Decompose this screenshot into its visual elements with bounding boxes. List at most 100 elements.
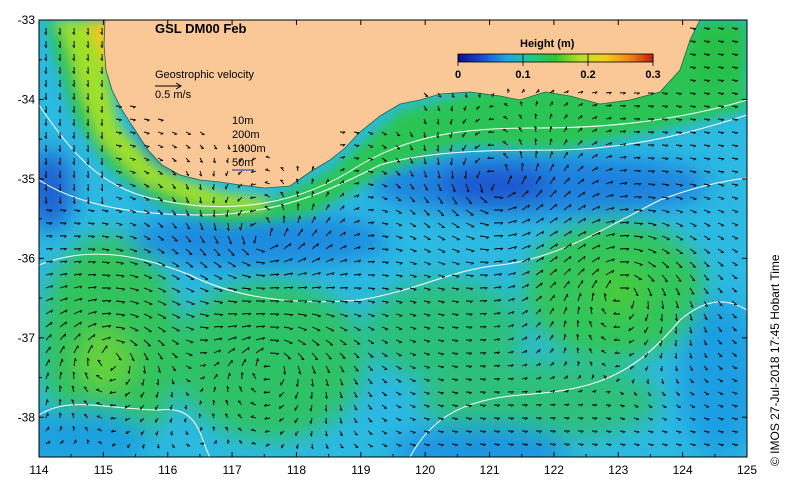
velocity-arrow <box>367 404 373 410</box>
velocity-arrow <box>633 143 641 147</box>
velocity-arrow <box>198 196 202 204</box>
velocity-arrow <box>381 248 389 252</box>
velocity-arrow <box>198 413 202 419</box>
velocity-arrow <box>381 300 389 304</box>
velocity-arrow <box>661 209 670 214</box>
velocity-arrow <box>339 339 347 346</box>
velocity-arrow <box>311 203 315 211</box>
velocity-arrow <box>591 166 599 172</box>
velocity-arrow <box>395 157 401 163</box>
velocity-arrow <box>535 203 544 211</box>
velocity-arrow <box>731 53 739 57</box>
velocity-arrow <box>476 170 481 179</box>
velocity-arrow <box>199 131 205 136</box>
velocity-arrow <box>549 113 553 120</box>
velocity-arrow <box>576 347 580 354</box>
velocity-arrow <box>367 183 374 187</box>
velocity-arrow <box>689 105 697 109</box>
velocity-arrow <box>717 339 723 345</box>
velocity-arrow <box>451 222 460 229</box>
velocity-arrow <box>731 105 739 109</box>
velocity-arrow <box>507 219 517 224</box>
x-tick-label: 122 <box>544 463 564 477</box>
velocity-arrow <box>101 209 109 213</box>
velocity-arrow <box>549 203 558 211</box>
velocity-arrow <box>395 131 401 137</box>
velocity-arrow <box>171 300 181 306</box>
velocity-arrow <box>73 285 83 289</box>
velocity-arrow <box>310 378 314 387</box>
velocity-arrow <box>294 391 299 399</box>
velocity-arrow <box>367 170 374 174</box>
velocity-arrow <box>45 346 51 354</box>
velocity-arrow <box>199 157 204 163</box>
velocity-arrow <box>493 378 500 381</box>
velocity-arrow <box>155 391 159 398</box>
velocity-arrow <box>689 27 697 31</box>
velocity-arrow <box>44 66 47 74</box>
velocity-arrow <box>479 312 487 316</box>
velocity-arrow <box>647 261 656 268</box>
x-tick-label: 118 <box>287 463 306 477</box>
velocity-arrow <box>563 126 568 133</box>
velocity-arrow <box>563 139 568 146</box>
velocity-arrow <box>59 385 62 393</box>
velocity-arrow <box>601 308 607 315</box>
velocity-arrow <box>124 404 131 409</box>
velocity-arrow <box>141 378 145 386</box>
velocity-arrow <box>488 117 495 121</box>
velocity-arrow <box>717 131 725 135</box>
velocity-arrow <box>493 391 500 394</box>
velocity-arrow <box>647 404 653 408</box>
velocity-arrow <box>507 310 515 315</box>
velocity-arrow <box>423 300 431 304</box>
velocity-arrow <box>703 222 711 227</box>
velocity-arrow <box>549 268 557 276</box>
velocity-arrow <box>86 439 90 445</box>
velocity-arrow <box>563 307 568 315</box>
velocity-arrow <box>465 209 474 216</box>
velocity-arrow <box>717 378 724 383</box>
velocity-arrow <box>353 365 359 372</box>
velocity-arrow <box>465 248 475 253</box>
velocity-arrow <box>479 183 484 193</box>
velocity-arrow <box>297 326 307 331</box>
velocity-arrow <box>689 287 695 295</box>
velocity-arrow <box>493 312 501 315</box>
velocity-arrow <box>479 235 490 239</box>
velocity-arrow <box>311 178 315 185</box>
velocity-arrow <box>577 443 584 447</box>
velocity-arrow <box>507 206 517 211</box>
velocity-arrow <box>436 131 439 139</box>
velocity-arrow <box>129 131 136 135</box>
velocity-arrow <box>647 443 654 447</box>
velocity-arrow <box>507 417 514 421</box>
velocity-arrow <box>479 365 487 368</box>
velocity-arrow <box>283 339 293 345</box>
velocity-arrow <box>264 193 271 198</box>
velocity-arrow <box>605 206 615 211</box>
velocity-arrow <box>675 404 681 409</box>
velocity-arrow <box>563 90 569 94</box>
velocity-arrow <box>339 287 349 290</box>
velocity-arrow <box>367 300 376 304</box>
velocity-arrow <box>283 242 292 250</box>
velocity-arrow <box>171 339 180 345</box>
velocity-arrow <box>381 274 389 278</box>
velocity-arrow <box>71 399 75 406</box>
velocity-arrow <box>703 27 711 31</box>
velocity-arrow <box>591 404 598 407</box>
velocity-arrow <box>451 365 459 369</box>
velocity-arrow <box>535 348 541 354</box>
velocity-arrow <box>250 182 257 186</box>
velocity-arrow <box>451 313 459 317</box>
velocity-arrow <box>591 141 598 146</box>
velocity-arrow <box>59 333 66 341</box>
velocity-arrow <box>353 206 360 211</box>
velocity-arrow <box>577 389 583 393</box>
velocity-arrow <box>703 339 708 346</box>
velocity-arrow <box>297 352 305 361</box>
velocity-arrow <box>437 261 446 266</box>
velocity-arrow <box>309 430 313 437</box>
velocity-arrow <box>87 344 93 354</box>
